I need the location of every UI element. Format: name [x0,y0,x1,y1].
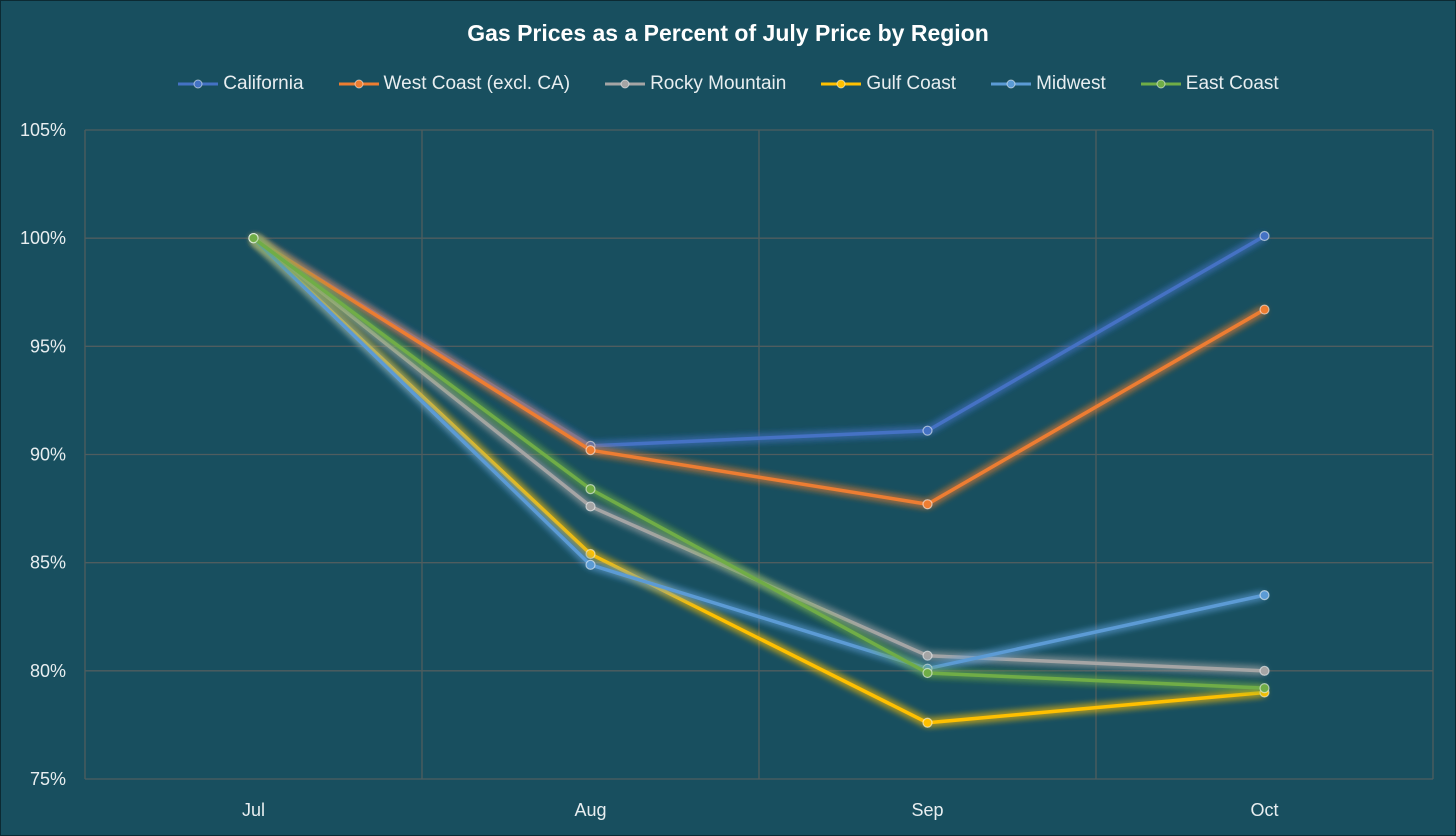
legend-item: East Coast [1140,73,1279,95]
data-point [585,548,596,560]
legend-swatch [1140,79,1181,89]
legend-item: California [177,73,304,95]
x-tick-label: Jul [242,800,265,820]
legend-label: West Coast (excl. CA) [383,73,571,94]
legend-item: West Coast (excl. CA) [338,73,571,95]
data-point [1259,230,1270,242]
data-point [585,501,596,512]
y-tick-label: 90% [30,445,66,465]
legend-label: East Coast [1185,73,1279,94]
y-tick-label: 100% [20,228,66,248]
legend: California West Coast (excl. CA) Rocky Mou… [0,73,1456,95]
x-tick-label: Oct [1250,800,1278,820]
series-line [252,236,1265,725]
data-point [585,445,596,456]
legend-swatch [178,79,219,89]
data-point [922,717,933,728]
y-tick-label: 80% [30,661,66,681]
data-point [1259,304,1270,315]
legend-swatch [991,79,1032,89]
legend-marker [1156,79,1166,89]
series-east-coast [248,233,1270,694]
legend-label: Midwest [1036,73,1106,94]
data-point [1259,665,1270,676]
chart-title: Gas Prices as a Percent of July Price by… [467,20,989,46]
y-tick-label: 105% [20,120,66,140]
legend-item: Rocky Mountain [604,73,786,95]
y-tick-label: 85% [30,553,66,573]
x-tick-label: Aug [574,800,606,820]
legend-swatch [605,79,646,89]
y-tick-label: 95% [30,336,66,356]
legend-marker [1006,79,1016,89]
data-point [585,484,596,495]
x-tick-label: Sep [911,800,943,820]
gridlines [84,129,1434,780]
series-line [252,234,1266,448]
data-point [1259,590,1270,601]
data-point [922,499,933,510]
legend-label: Gulf Coast [866,73,957,94]
legend-item: Midwest [990,73,1106,95]
legend-item: Gulf Coast [820,73,956,95]
legend-label: Rocky Mountain [650,73,787,94]
data-point [248,233,259,244]
legend-swatch [338,79,379,89]
data-point [922,425,933,436]
legend-swatch [821,79,862,89]
data-point [922,650,933,661]
y-tick-label: 75% [30,769,66,789]
legend-marker [620,79,630,89]
data-point [922,667,933,679]
series-line [252,236,1265,690]
legend-label: California [223,73,304,94]
data-point [585,559,596,570]
series-line [252,236,1265,671]
legend-marker [193,79,203,89]
series-line [252,236,1266,507]
series-lines [248,230,1270,728]
axis-labels: 75% 80% 85% 90% 95% 100% 105% Jul Aug Sep Oct [20,120,1279,820]
data-point [1259,683,1270,694]
legend-marker [836,79,846,89]
legend-marker [354,79,364,89]
